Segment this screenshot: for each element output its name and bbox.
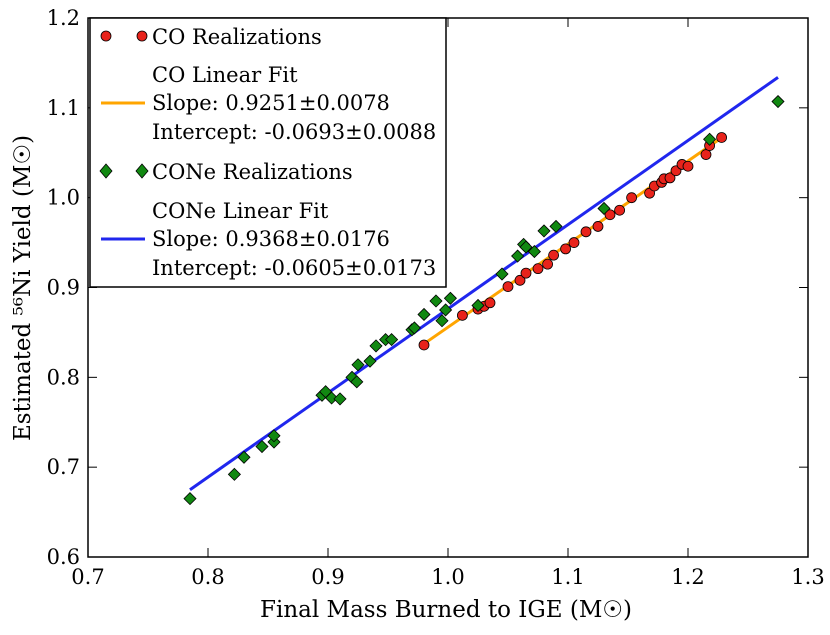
co-point	[604, 209, 616, 221]
cone-point	[363, 354, 377, 368]
legend-co-label: CO Realizations	[152, 25, 322, 49]
cone-point	[519, 240, 533, 254]
cone-point	[511, 249, 525, 263]
y-tick-label: 0.7	[47, 455, 80, 479]
cone-point	[527, 245, 541, 259]
co-point	[520, 267, 532, 279]
co-point	[502, 281, 514, 293]
cone-point	[417, 307, 431, 322]
co-point	[542, 258, 553, 270]
y-axis-label: Estimated ⁵⁶Ni Yield (M☉)	[10, 135, 36, 441]
co-point	[682, 160, 694, 172]
cone-point	[439, 303, 453, 317]
cone-point	[351, 358, 365, 372]
legend-cone-slope: Slope: 0.9368±0.0176	[152, 227, 390, 251]
cone-point	[227, 467, 241, 481]
legend-co-marker-1	[100, 30, 112, 42]
cone-point	[255, 439, 269, 454]
co-point	[418, 339, 430, 351]
co-point	[560, 243, 571, 255]
cone-point	[495, 267, 509, 281]
co-point	[626, 192, 637, 204]
x-tick-label: 0.8	[191, 565, 224, 589]
legend-cone-fit-label: CONe Linear Fit	[152, 199, 329, 223]
cone-point	[597, 201, 611, 216]
co-point	[614, 204, 625, 216]
cone-point	[325, 391, 339, 405]
legend-co-slope: Slope: 0.9251±0.0078	[152, 91, 390, 115]
cone-point	[183, 492, 197, 506]
cone-point	[237, 450, 251, 464]
cone-point	[429, 294, 443, 308]
legend: CO Realizations CO Linear Fit Slope: 0.9…	[89, 17, 447, 288]
co-point	[532, 263, 544, 275]
x-tick-label: 0.7	[71, 565, 104, 589]
cone-point	[771, 94, 785, 109]
cone-fit-line	[189, 76, 779, 491]
co-points	[418, 132, 727, 351]
co-point	[548, 249, 559, 261]
co-point	[580, 226, 592, 238]
y-tick-label: 0.9	[47, 276, 80, 300]
cone-points	[183, 94, 785, 506]
cone-point	[703, 132, 717, 146]
co-point	[568, 237, 580, 248]
x-tick-label: 1.2	[671, 565, 704, 589]
legend-cone-label: CONe Realizations	[152, 160, 353, 184]
x-tick-label: 1.3	[791, 565, 824, 589]
y-tick-label: 0.6	[47, 545, 80, 569]
co-point	[514, 274, 526, 286]
cone-point	[333, 392, 347, 406]
cone-point	[407, 321, 421, 335]
legend-co-fit-label: CO Linear Fit	[152, 63, 298, 87]
ticks: 0.7 0.8 0.9 1.0 1.1 1.2 1.30.60.70.80.91.01.11…	[47, 6, 825, 589]
cone-point	[369, 339, 383, 353]
x-axis-label: Final Mass Burned to IGE (M☉)	[260, 597, 632, 623]
cone-point	[537, 224, 551, 238]
y-tick-label: 1.0	[47, 186, 80, 210]
legend-cone-intercept: Intercept: -0.0605±0.0173	[152, 256, 436, 280]
cone-point	[267, 429, 281, 443]
legend-co-intercept: Intercept: -0.0693±0.0088	[152, 120, 436, 144]
y-tick-label: 1.2	[47, 6, 80, 30]
co-point	[664, 172, 676, 184]
x-tick-label: 0.9	[311, 565, 344, 589]
x-tick-label: 1.0	[431, 565, 464, 589]
co-point	[484, 297, 496, 309]
cone-point	[549, 219, 563, 233]
cone-point	[385, 333, 399, 347]
cone-point	[435, 314, 449, 328]
co-point	[716, 132, 727, 143]
co-point	[592, 221, 604, 232]
x-tick-label: 1.1	[551, 565, 584, 589]
legend-box	[89, 17, 447, 288]
co-point	[456, 309, 468, 321]
cone-point	[443, 291, 457, 305]
y-tick-label: 0.8	[47, 365, 80, 389]
cone-point	[471, 298, 485, 313]
cone-point	[350, 375, 364, 389]
legend-co-marker-2	[136, 30, 148, 42]
legend-cone-marker-1	[99, 163, 113, 179]
y-tick-label: 1.1	[47, 96, 80, 120]
legend-cone-marker-2	[135, 163, 149, 179]
co-point	[700, 149, 712, 160]
